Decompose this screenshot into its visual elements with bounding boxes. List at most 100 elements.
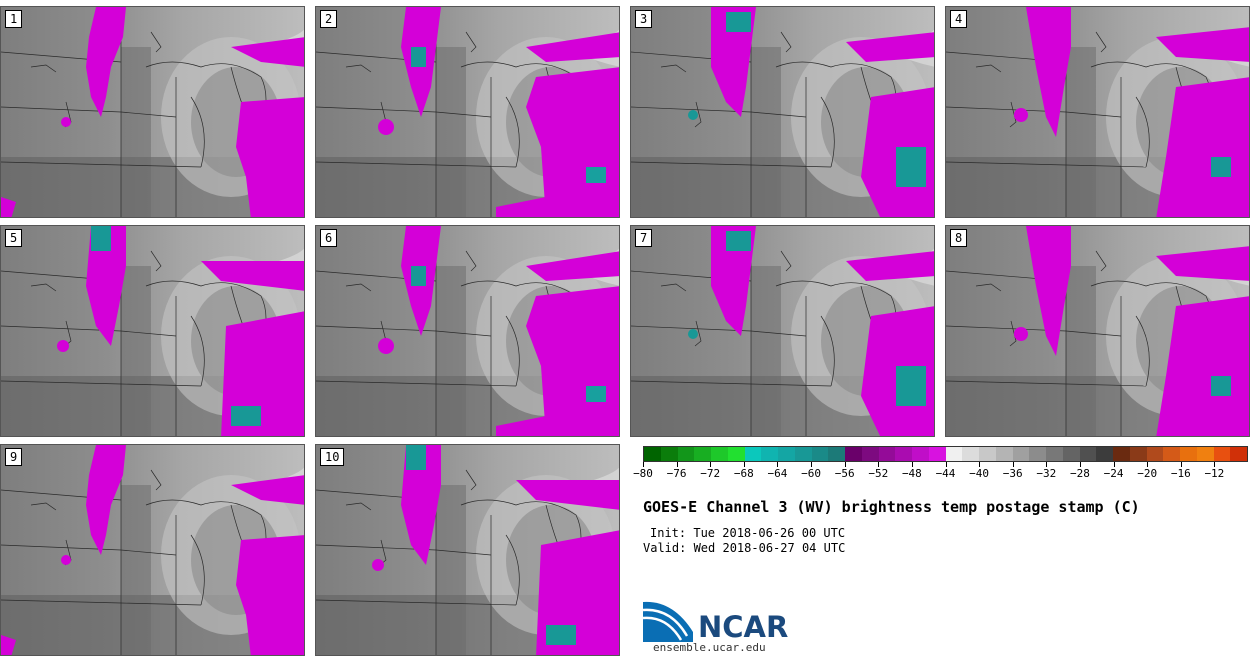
colorbar-swatch [979, 447, 996, 461]
colorbar-tick-label: −68 [733, 467, 754, 480]
colorbar-swatch [778, 447, 795, 461]
colorbar-tick-label: −44 [935, 467, 956, 480]
colorbar-swatch [945, 447, 963, 461]
ncar-logo-icon [643, 601, 693, 642]
colorbar-swatch [1046, 447, 1063, 461]
colorbar-swatch [1012, 447, 1030, 461]
stamp-panel-1: 1 [0, 6, 305, 218]
colorbar-tick [1012, 462, 1014, 467]
colorbar-swatch [1029, 447, 1046, 461]
panel-label: 2 [320, 10, 338, 28]
wv-map-8 [946, 226, 1249, 436]
wv-map-6 [316, 226, 619, 436]
colorbar-tick-label: −16 [1170, 467, 1191, 480]
colorbar-swatch [1062, 447, 1080, 461]
wv-map-4 [946, 7, 1249, 217]
colorbar-swatch [677, 447, 695, 461]
panel-label: 4 [950, 10, 968, 28]
colorbar-tick [1079, 462, 1081, 467]
stamp-panel-8: 8 [945, 225, 1250, 437]
colorbar-swatch [962, 447, 979, 461]
colorbar-swatch [895, 447, 912, 461]
figure-title: GOES-E Channel 3 (WV) brightness temp po… [643, 498, 1140, 516]
colorbar-swatch [912, 447, 929, 461]
colorbar-swatch [1146, 447, 1164, 461]
colorbar-tick [811, 462, 813, 467]
colorbar-swatch [1213, 447, 1231, 461]
colorbar-swatch [744, 447, 762, 461]
colorbar-tick [643, 462, 644, 467]
stamp-panel-9: 9 [0, 444, 305, 656]
colorbar-tick-label: −24 [1103, 467, 1124, 480]
colorbar-tick-label: −36 [1002, 467, 1023, 480]
colorbar-swatch [761, 447, 778, 461]
wv-map-7 [631, 226, 934, 436]
colorbar-tick-label: −80 [633, 467, 653, 480]
colorbar-tick [878, 462, 880, 467]
colorbar-ticks: −80 −76 −72 −68 −64 −60 −56 −52 −48 −44 −40 −36 −32−… [633, 462, 1248, 486]
colorbar [643, 446, 1248, 462]
colorbar-swatch [845, 447, 862, 461]
panel-label: 7 [635, 229, 653, 247]
init-time: Init: Tue 2018-06-26 00 UTC [650, 526, 846, 540]
colorbar-tick [676, 462, 678, 467]
wv-map-5 [1, 226, 304, 436]
stamp-panel-7: 7 [630, 225, 935, 437]
colorbar-tick [844, 462, 846, 467]
colorbar-tick-label: −28 [1070, 467, 1090, 480]
colorbar-tick-label: −52 [868, 467, 889, 480]
colorbar-swatch [1180, 447, 1197, 461]
colorbar-swatch [1079, 447, 1097, 461]
colorbar-tick [1113, 462, 1115, 467]
logo-url: ensemble.ucar.edu [653, 641, 766, 654]
colorbar-tick-label: −48 [901, 467, 922, 480]
colorbar-tick [945, 462, 947, 467]
stamp-panel-2: 2 [315, 6, 620, 218]
colorbar-tick-label: −76 [666, 467, 687, 480]
colorbar-tick [1180, 462, 1182, 467]
wv-map-1 [1, 7, 304, 217]
colorbar-swatch [928, 447, 946, 461]
wv-map-3 [631, 7, 934, 217]
colorbar-tick-label: −12 [1204, 467, 1225, 480]
colorbar-tick [710, 462, 712, 467]
colorbar-swatch [995, 447, 1013, 461]
panel-label: 1 [5, 10, 23, 28]
colorbar-tick [1214, 462, 1216, 467]
colorbar-swatch [1113, 447, 1130, 461]
panel-label: 8 [950, 229, 968, 247]
colorbar-swatch [1230, 447, 1247, 461]
colorbar-tick [1046, 462, 1048, 467]
stamp-panel-6: 6 [315, 225, 620, 437]
colorbar-swatch [694, 447, 711, 461]
panel-label: 9 [5, 448, 23, 466]
colorbar-tick-label: −72 [700, 467, 721, 480]
colorbar-swatch [660, 447, 678, 461]
panel-label: 5 [5, 229, 23, 247]
colorbar-tick [1147, 462, 1149, 467]
logo-wordmark: NCAR [698, 610, 789, 644]
colorbar-swatch [878, 447, 896, 461]
wv-map-9 [1, 445, 304, 655]
colorbar-swatch [727, 447, 745, 461]
colorbar-tick [743, 462, 745, 467]
wv-map-10 [316, 445, 619, 655]
wv-map-2 [316, 7, 619, 217]
colorbar-swatch [828, 447, 845, 461]
colorbar-swatch [794, 447, 812, 461]
colorbar-swatch [644, 447, 661, 461]
stamp-panel-3: 3 [630, 6, 935, 218]
stamp-panel-4: 4 [945, 6, 1250, 218]
colorbar-swatch [1163, 447, 1180, 461]
colorbar-tick-label: −32 [1036, 467, 1057, 480]
colorbar-tick-label: −60 [801, 467, 821, 480]
colorbar-tick [979, 462, 981, 467]
colorbar-tick-label: −20 [1137, 467, 1158, 480]
colorbar-swatch [1129, 447, 1147, 461]
panel-label: 10 [320, 448, 345, 466]
colorbar-tick [911, 462, 913, 467]
colorbar-tick-label: −64 [767, 467, 788, 480]
colorbar-tick [777, 462, 779, 467]
colorbar-swatch [1096, 447, 1113, 461]
colorbar-swatch [861, 447, 879, 461]
